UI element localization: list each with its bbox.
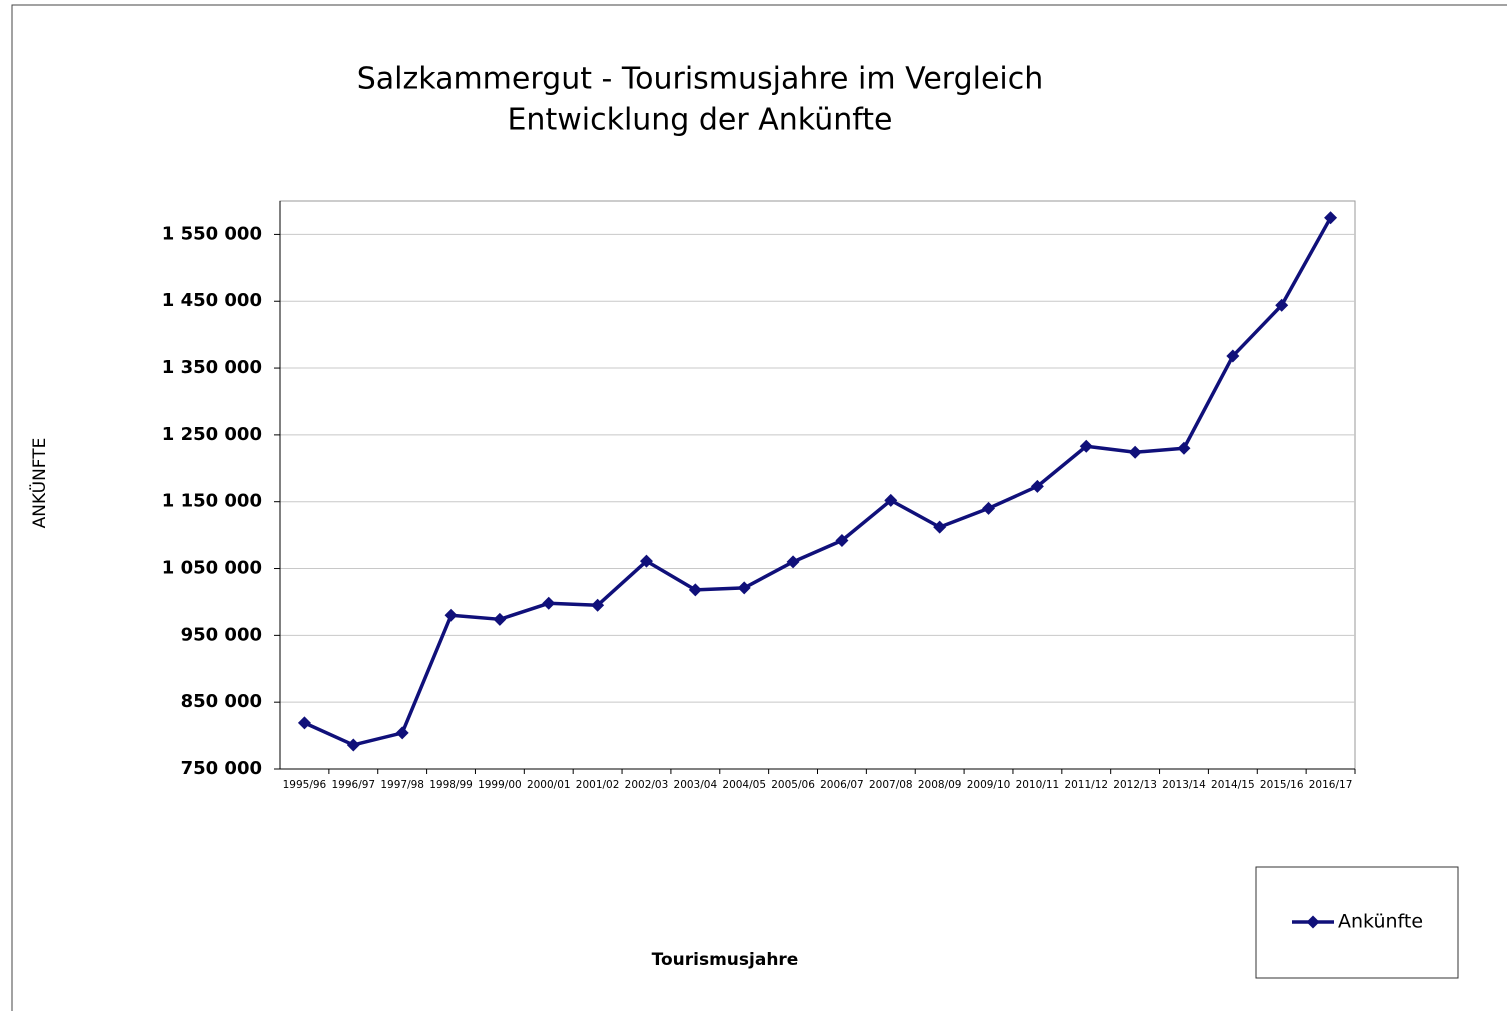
y-tick-label: 1 050 000 bbox=[162, 558, 262, 579]
y-tick-label: 950 000 bbox=[181, 624, 262, 645]
y-tick-label: 750 000 bbox=[181, 758, 262, 779]
x-tick-label: 2005/06 bbox=[771, 779, 815, 791]
x-tick-label: 1998/99 bbox=[429, 779, 473, 791]
x-axis-label: Tourismusjahre bbox=[652, 950, 799, 970]
y-tick-label: 1 350 000 bbox=[162, 357, 262, 378]
x-tick-label: 2004/05 bbox=[722, 779, 766, 791]
x-tick-label: 2012/13 bbox=[1113, 779, 1157, 791]
y-tick-label: 1 550 000 bbox=[162, 223, 262, 244]
x-tick-label: 2003/04 bbox=[674, 779, 718, 791]
point bbox=[688, 583, 702, 597]
point bbox=[835, 533, 849, 547]
point bbox=[1226, 349, 1240, 363]
x-tick-label: 2013/14 bbox=[1162, 779, 1206, 791]
x-tick-label: 2006/07 bbox=[820, 779, 864, 791]
point bbox=[982, 501, 996, 515]
x-tick-label: 1999/00 bbox=[478, 779, 522, 791]
point bbox=[933, 520, 947, 534]
point bbox=[1275, 298, 1289, 312]
y-tick-label: 850 000 bbox=[181, 691, 262, 712]
chart-title: Salzkammergut - Tourismusjahre im Vergle… bbox=[357, 62, 1044, 97]
x-tick-label: 2009/10 bbox=[967, 779, 1011, 791]
legend-box bbox=[1255, 866, 1459, 979]
x-tick-label: 2007/08 bbox=[869, 779, 913, 791]
x-tick-label: 2014/15 bbox=[1211, 779, 1255, 791]
point bbox=[1079, 439, 1093, 453]
x-tick-label: 1996/97 bbox=[331, 779, 375, 791]
x-tick-label: 2015/16 bbox=[1260, 779, 1304, 791]
line-series bbox=[303, 216, 1333, 747]
point bbox=[639, 554, 653, 568]
point bbox=[542, 596, 556, 610]
plot-area bbox=[279, 200, 1356, 770]
point bbox=[1324, 211, 1338, 225]
x-tick-label: 2001/02 bbox=[576, 779, 620, 791]
point bbox=[346, 738, 360, 752]
y-tick-label: 1 150 000 bbox=[162, 491, 262, 512]
point bbox=[1030, 479, 1044, 493]
point bbox=[1128, 445, 1142, 459]
point bbox=[737, 581, 751, 595]
y-axis-label: ANKÜNFTE bbox=[28, 438, 50, 529]
point bbox=[786, 555, 800, 569]
x-tick-label: 2011/12 bbox=[1064, 779, 1108, 791]
point bbox=[884, 493, 898, 507]
x-tick-label: 2010/11 bbox=[1016, 779, 1060, 791]
point bbox=[1177, 441, 1191, 455]
point bbox=[591, 598, 605, 612]
point bbox=[444, 608, 458, 622]
point bbox=[395, 726, 409, 740]
legend-marker bbox=[1306, 915, 1320, 929]
x-tick-label: 2008/09 bbox=[918, 779, 962, 791]
point bbox=[297, 716, 311, 730]
chart-subtitle: Entwicklung der Ankünfte bbox=[507, 103, 892, 138]
point bbox=[493, 612, 507, 626]
legend-label: Ankünfte bbox=[1338, 911, 1423, 933]
x-tick-label: 2000/01 bbox=[527, 779, 571, 791]
x-tick-label: 2016/17 bbox=[1309, 779, 1353, 791]
y-tick-label: 1 450 000 bbox=[162, 290, 262, 311]
x-tick-label: 1997/98 bbox=[380, 779, 424, 791]
x-tick-label: 1995/96 bbox=[283, 779, 327, 791]
x-tick-label: 2002/03 bbox=[625, 779, 669, 791]
y-tick-label: 1 250 000 bbox=[162, 424, 262, 445]
